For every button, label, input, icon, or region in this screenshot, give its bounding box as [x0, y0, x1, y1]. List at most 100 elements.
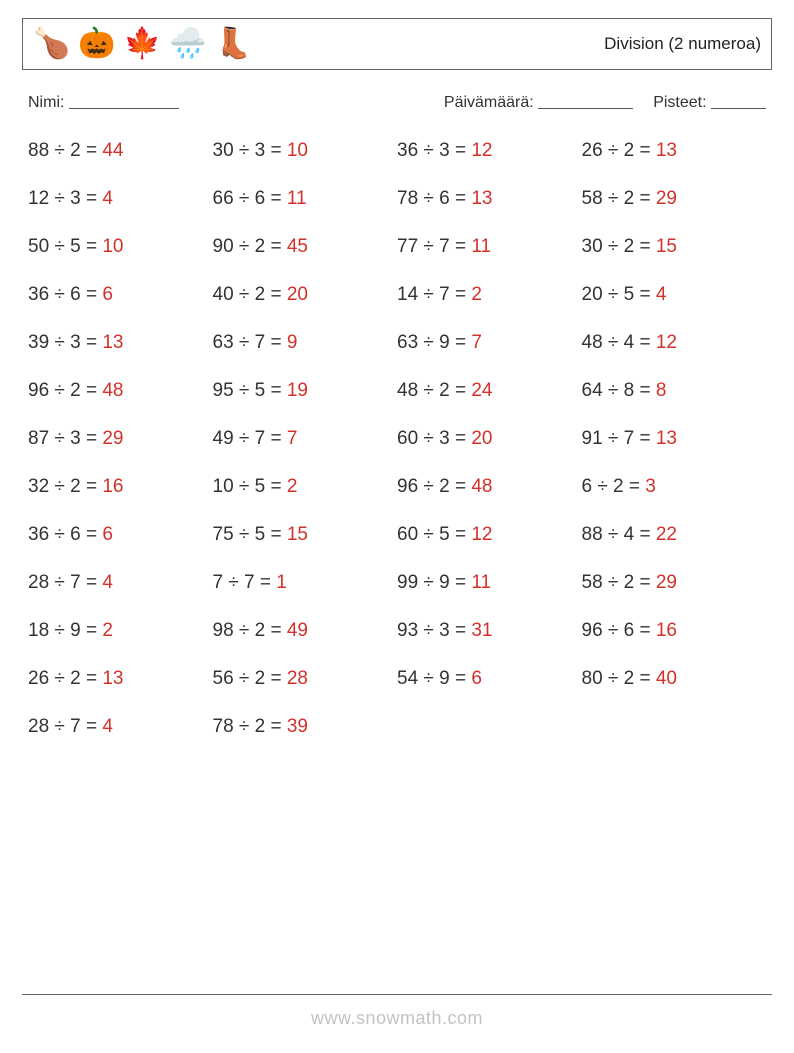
answer-text: 48: [471, 476, 492, 497]
equation-text: 36 ÷ 3 =: [397, 140, 471, 161]
problem-cell: 99 ÷ 9 = 11: [397, 572, 582, 594]
problem-cell: 28 ÷ 7 = 4: [28, 572, 213, 594]
watermark: www.snowmath.com: [0, 1008, 794, 1029]
answer-text: 13: [102, 668, 123, 689]
boot-icon: 👢: [214, 29, 251, 59]
problem-cell: 75 ÷ 5 = 15: [213, 524, 398, 546]
answer-text: 40: [656, 668, 677, 689]
problem-cell: 50 ÷ 5 = 10: [28, 236, 213, 258]
equation-text: 96 ÷ 6 =: [582, 620, 656, 641]
answer-text: 10: [287, 140, 308, 161]
problem-row: 87 ÷ 3 = 2949 ÷ 7 = 760 ÷ 3 = 2091 ÷ 7 =…: [28, 428, 766, 450]
problem-cell: 39 ÷ 3 = 13: [28, 332, 213, 354]
equation-text: 99 ÷ 9 =: [397, 572, 471, 593]
equation-text: 28 ÷ 7 =: [28, 572, 102, 593]
answer-text: 44: [102, 140, 123, 161]
answer-text: 15: [656, 236, 677, 257]
equation-text: 48 ÷ 2 =: [397, 380, 471, 401]
problem-cell: 64 ÷ 8 = 8: [582, 380, 767, 402]
equation-text: 6 ÷ 2 =: [582, 476, 646, 497]
answer-text: 4: [102, 572, 113, 593]
equation-text: 26 ÷ 2 =: [582, 140, 656, 161]
problem-cell: 58 ÷ 2 = 29: [582, 572, 767, 594]
equation-text: 56 ÷ 2 =: [213, 668, 287, 689]
problem-cell: 78 ÷ 2 = 39: [213, 716, 398, 738]
answer-text: 1: [276, 572, 287, 593]
name-blank[interactable]: [69, 94, 179, 109]
answer-text: 4: [656, 284, 667, 305]
header-icons: 🍗 🎃 🍁 🌧️ 👢: [33, 29, 252, 59]
problem-row: 18 ÷ 9 = 298 ÷ 2 = 4993 ÷ 3 = 3196 ÷ 6 =…: [28, 620, 766, 642]
problem-cell: [582, 716, 767, 738]
answer-text: 13: [102, 332, 123, 353]
problem-cell: 98 ÷ 2 = 49: [213, 620, 398, 642]
answer-text: 12: [471, 524, 492, 545]
problem-cell: 54 ÷ 9 = 6: [397, 668, 582, 690]
answer-text: 4: [102, 716, 113, 737]
score-blank[interactable]: [711, 94, 766, 109]
leaf-icon: 🍁: [124, 29, 161, 59]
answer-text: 45: [287, 236, 308, 257]
equation-text: 20 ÷ 5 =: [582, 284, 656, 305]
problem-cell: 14 ÷ 7 = 2: [397, 284, 582, 306]
equation-text: 98 ÷ 2 =: [213, 620, 287, 641]
problem-cell: 48 ÷ 4 = 12: [582, 332, 767, 354]
problem-cell: 88 ÷ 4 = 22: [582, 524, 767, 546]
problem-cell: 58 ÷ 2 = 29: [582, 188, 767, 210]
answer-text: 2: [471, 284, 482, 305]
score-label: Pisteet:: [653, 94, 706, 111]
problem-cell: 49 ÷ 7 = 7: [213, 428, 398, 450]
problem-cell: 90 ÷ 2 = 45: [213, 236, 398, 258]
answer-text: 20: [287, 284, 308, 305]
answer-text: 11: [287, 188, 307, 209]
equation-text: 60 ÷ 3 =: [397, 428, 471, 449]
answer-text: 9: [287, 332, 298, 353]
answer-text: 2: [287, 476, 298, 497]
meta-row: Nimi: Päivämäärä: Pisteet:: [22, 92, 772, 112]
problem-cell: 12 ÷ 3 = 4: [28, 188, 213, 210]
equation-text: 39 ÷ 3 =: [28, 332, 102, 353]
problem-cell: 60 ÷ 5 = 12: [397, 524, 582, 546]
answer-text: 24: [471, 380, 492, 401]
problem-row: 12 ÷ 3 = 466 ÷ 6 = 1178 ÷ 6 = 1358 ÷ 2 =…: [28, 188, 766, 210]
problem-row: 96 ÷ 2 = 4895 ÷ 5 = 1948 ÷ 2 = 2464 ÷ 8 …: [28, 380, 766, 402]
equation-text: 58 ÷ 2 =: [582, 188, 656, 209]
name-field: Nimi:: [28, 92, 179, 112]
equation-text: 75 ÷ 5 =: [213, 524, 287, 545]
problem-cell: 36 ÷ 6 = 6: [28, 284, 213, 306]
equation-text: 32 ÷ 2 =: [28, 476, 102, 497]
rain-icon: 🌧️: [169, 29, 206, 59]
problem-cell: 40 ÷ 2 = 20: [213, 284, 398, 306]
problem-row: 36 ÷ 6 = 640 ÷ 2 = 2014 ÷ 7 = 220 ÷ 5 = …: [28, 284, 766, 306]
problem-cell: 6 ÷ 2 = 3: [582, 476, 767, 498]
equation-text: 30 ÷ 3 =: [213, 140, 287, 161]
equation-text: 66 ÷ 6 =: [213, 188, 287, 209]
answer-text: 22: [656, 524, 677, 545]
answer-text: 10: [102, 236, 123, 257]
answer-text: 6: [471, 668, 482, 689]
answer-text: 13: [656, 140, 677, 161]
answer-text: 13: [656, 428, 677, 449]
problem-row: 39 ÷ 3 = 1363 ÷ 7 = 963 ÷ 9 = 748 ÷ 4 = …: [28, 332, 766, 354]
problem-cell: 48 ÷ 2 = 24: [397, 380, 582, 402]
problem-cell: 66 ÷ 6 = 11: [213, 188, 398, 210]
equation-text: 78 ÷ 2 =: [213, 716, 287, 737]
problem-cell: 77 ÷ 7 = 11: [397, 236, 582, 258]
problem-cell: 26 ÷ 2 = 13: [582, 140, 767, 162]
answer-text: 29: [656, 572, 677, 593]
answer-text: 48: [102, 380, 123, 401]
problem-cell: 78 ÷ 6 = 13: [397, 188, 582, 210]
equation-text: 96 ÷ 2 =: [28, 380, 102, 401]
answer-text: 16: [102, 476, 123, 497]
problem-cell: 96 ÷ 2 = 48: [28, 380, 213, 402]
header-box: 🍗 🎃 🍁 🌧️ 👢 Division (2 numeroa): [22, 18, 772, 70]
equation-text: 78 ÷ 6 =: [397, 188, 471, 209]
equation-text: 49 ÷ 7 =: [213, 428, 287, 449]
answer-text: 12: [656, 332, 677, 353]
equation-text: 10 ÷ 5 =: [213, 476, 287, 497]
date-blank[interactable]: [538, 94, 633, 109]
answer-text: 12: [471, 140, 492, 161]
answer-text: 6: [102, 284, 113, 305]
problem-cell: 7 ÷ 7 = 1: [213, 572, 398, 594]
problem-row: 36 ÷ 6 = 675 ÷ 5 = 1560 ÷ 5 = 1288 ÷ 4 =…: [28, 524, 766, 546]
